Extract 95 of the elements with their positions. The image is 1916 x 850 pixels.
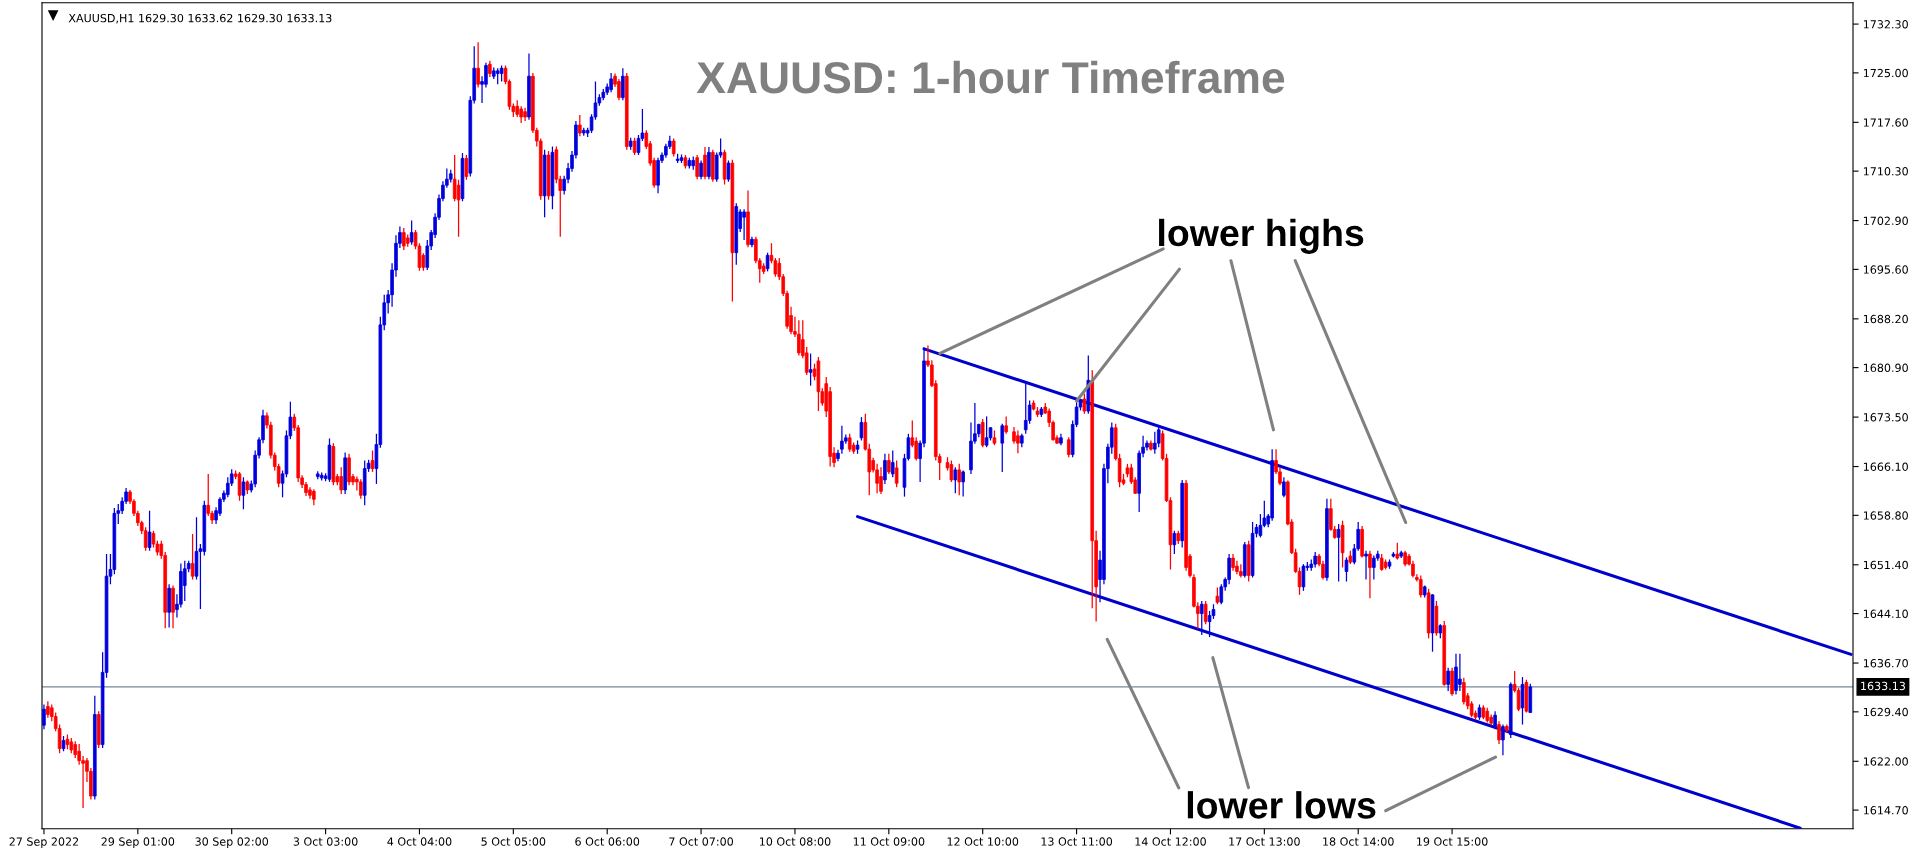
candlestick	[1462, 677, 1466, 706]
candlestick	[894, 459, 899, 488]
x-tick-label: 11 Oct 09:00	[853, 837, 925, 846]
candlestick	[339, 466, 344, 495]
candlestick	[883, 453, 887, 485]
candlestick	[147, 510, 152, 552]
candlestick	[1082, 393, 1087, 415]
candlestick	[1458, 653, 1462, 692]
candlestick	[953, 466, 958, 494]
x-tick-label: 18 Oct 14:00	[1323, 837, 1394, 846]
candlestick	[699, 159, 703, 180]
candlestick	[984, 415, 989, 448]
candlestick	[957, 463, 962, 496]
y-tick-label: 1622.00	[1863, 757, 1908, 766]
x-tick-label: 19 Oct 15:00	[1417, 837, 1488, 846]
candlestick	[840, 425, 844, 455]
annotation: lower highs	[1159, 218, 1364, 254]
x-tick-label: 29 Sep 01:00	[101, 837, 175, 848]
x-tick-label: 17 Oct 13:00	[1229, 837, 1300, 846]
candlestick	[961, 469, 965, 498]
candlestick	[797, 319, 801, 357]
candlestick	[621, 67, 625, 101]
x-tick-label: 12 Oct 10:00	[947, 837, 1019, 846]
candlestick	[1501, 723, 1505, 756]
text: XAUUSD: 1-hour Timeframe	[696, 60, 1285, 94]
candlestick	[1219, 583, 1224, 605]
candlestick	[1156, 425, 1161, 448]
candlestick	[1368, 550, 1372, 599]
candlestick	[1016, 429, 1020, 454]
annotation: lower lows	[1187, 791, 1376, 819]
candlestick	[1419, 574, 1423, 599]
candlestick	[1364, 550, 1368, 581]
candlestick	[402, 227, 406, 251]
candlestick	[1258, 513, 1263, 539]
y-tick-label: 1673.50	[1863, 413, 1908, 422]
candlestick	[1203, 600, 1208, 625]
candlestick	[143, 526, 148, 552]
candlestick	[1454, 653, 1458, 696]
candlestick	[1516, 687, 1521, 712]
candlestick	[859, 416, 864, 442]
y-tick-label: 1710.30	[1863, 167, 1908, 176]
x-tick-label: 3 Oct 03:00	[293, 837, 358, 846]
candlestick	[1066, 436, 1071, 458]
ref-line-label: 1633.13	[1861, 681, 1905, 691]
y-tick-label: 1695.60	[1863, 265, 1908, 274]
y-tick-label: 1658.80	[1863, 511, 1908, 520]
candlestick	[808, 352, 813, 387]
candlestick	[617, 78, 621, 101]
x-tick-label: 7 Oct 07:00	[669, 837, 734, 846]
y-tick-label: 1651.40	[1863, 560, 1908, 570]
candlestick	[703, 146, 707, 180]
x-tick-label: 27 Sep 2022	[9, 837, 79, 848]
candlestick	[464, 154, 469, 181]
x-tick-label: 13 Oct 11:00	[1041, 837, 1113, 846]
candlestick	[1497, 720, 1501, 745]
candlestick	[1493, 710, 1497, 730]
candlestick	[1450, 667, 1454, 697]
y-tick-label: 1666.10	[1863, 462, 1908, 471]
annotation: XAUUSD,H1 1629.30 1633.62 1629.30 1633.13	[68, 13, 332, 24]
candlestick	[1000, 423, 1005, 473]
x-tick-label: 30 Sep 02:00	[195, 837, 269, 848]
y-tick-label: 1702.90	[1863, 216, 1908, 225]
candlestick	[42, 703, 46, 730]
candlestick	[1372, 554, 1376, 581]
x-tick-label: 10 Oct 08:00	[759, 837, 831, 846]
x-tick-label: 4 Oct 04:00	[387, 837, 452, 846]
y-tick-label: 1614.70	[1863, 806, 1908, 815]
y-tick-label: 1636.70	[1863, 659, 1908, 668]
x-tick-label: 14 Oct 12:00	[1135, 837, 1206, 846]
y-tick-label: 1629.40	[1863, 707, 1908, 717]
y-tick-label: 1732.30	[1863, 20, 1908, 29]
candlestick	[1446, 667, 1450, 692]
candlestick	[887, 453, 891, 475]
candlestick	[742, 208, 746, 241]
candlestick	[476, 41, 480, 89]
candlestick	[1239, 563, 1243, 579]
candlestick	[1344, 556, 1349, 583]
y-tick-label: 1688.20	[1863, 314, 1908, 324]
candlestick	[726, 159, 731, 183]
y-tick-label: 1680.90	[1863, 363, 1908, 373]
candlestick	[578, 114, 582, 137]
candlestick	[1282, 476, 1286, 498]
x-tick-label: 5 Oct 05:00	[481, 837, 546, 846]
candlestick	[949, 459, 954, 483]
candlestick	[879, 466, 883, 495]
candlestick	[695, 154, 699, 180]
x-tick-label: 6 Oct 06:00	[575, 837, 640, 846]
candlestick	[456, 179, 461, 238]
candlestick	[1199, 600, 1204, 636]
y-tick-label: 1725.00	[1863, 68, 1908, 78]
y-tick-label: 1717.60	[1863, 118, 1908, 127]
candlestick	[1023, 381, 1028, 435]
y-tick-label: 1644.10	[1863, 609, 1908, 618]
candlestick	[609, 72, 613, 93]
candlestick	[358, 478, 363, 500]
